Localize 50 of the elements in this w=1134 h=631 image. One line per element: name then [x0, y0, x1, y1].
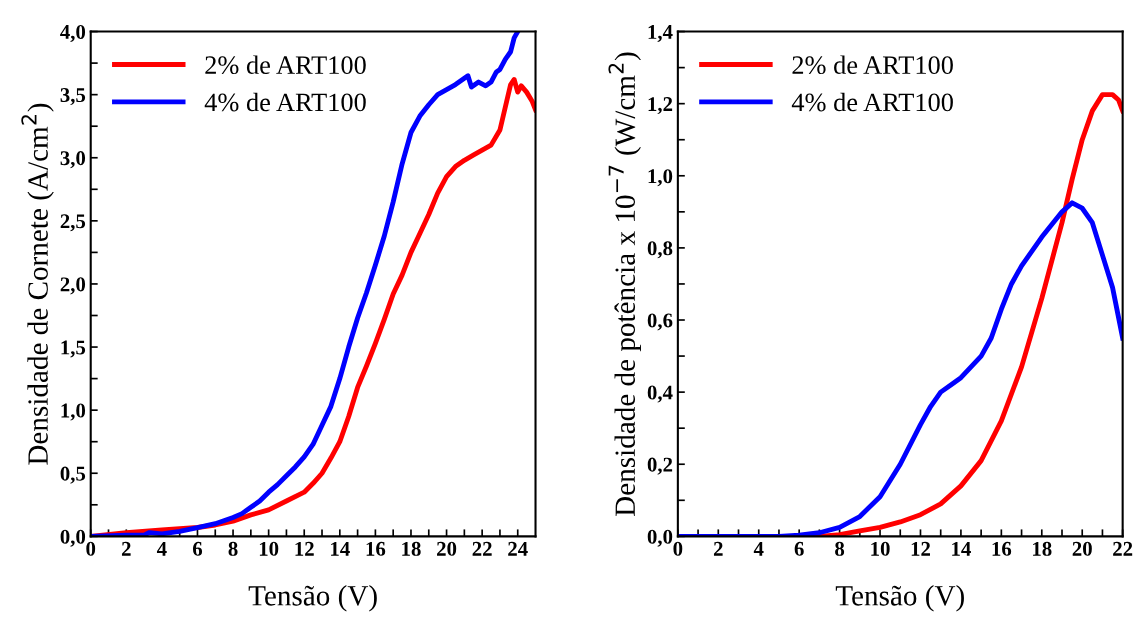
- x-tick-label: 18: [1033, 541, 1052, 556]
- y-tick-label: 1,4: [648, 25, 673, 42]
- x-tick-label: 16: [366, 541, 386, 556]
- y-tick-label: 2,5: [60, 214, 86, 232]
- x-axis-title: Tensão (V): [835, 585, 964, 612]
- y-tick-label: 0,6: [647, 313, 673, 331]
- x-tick-label: 20: [437, 541, 457, 556]
- x-tick-label: 4: [753, 541, 764, 556]
- x-tick-label: 18: [402, 541, 421, 556]
- x-tick-label: 2: [121, 541, 131, 556]
- legend-label: 2% de ART100: [792, 55, 953, 75]
- y-tick-label: 0,2: [647, 457, 673, 475]
- x-tick-label: 12: [295, 541, 314, 556]
- x-tick-label: 0: [86, 541, 96, 556]
- x-axis-title: Tensão (V): [248, 585, 377, 612]
- y-tick-label: 0,5: [60, 466, 86, 484]
- x-tick-label: 10: [259, 541, 279, 556]
- legend-label: 4% de ART100: [791, 92, 953, 112]
- y-tick-label: 0,0: [647, 529, 673, 547]
- y-tick-label: 3,5: [60, 88, 86, 106]
- y-tick-label: 1,5: [61, 340, 86, 358]
- y-axis-title: Densidade de Cornete (A/cm$^{2}$): [21, 103, 54, 465]
- y-tick-label: 1,0: [648, 169, 673, 187]
- x-tick-label: 10: [871, 541, 890, 556]
- x-tick-label: 22: [1113, 541, 1133, 556]
- y-tick-label: 1,0: [61, 403, 86, 421]
- x-tick-label: 14: [952, 541, 971, 556]
- x-tick-label: 14: [331, 541, 350, 556]
- y-axis-title: Densidade de potência x 10$^{−7}$ (W/cm$^{2}$): [608, 52, 641, 517]
- x-tick-label: 2: [713, 541, 723, 556]
- y-tick-label: 3,0: [60, 151, 86, 169]
- x-tick-label: 20: [1072, 541, 1092, 556]
- x-tick-label: 16: [992, 541, 1012, 556]
- x-tick-label: 8: [228, 541, 238, 556]
- y-tick-label: 2,0: [60, 277, 86, 295]
- legend-label: 2% de ART100: [205, 55, 366, 75]
- y-tick-label: 0,4: [647, 385, 673, 403]
- x-tick-label: 0: [673, 541, 683, 556]
- y-tick-label: 4,0: [60, 24, 86, 42]
- legend-label: 4% de ART100: [204, 92, 366, 112]
- x-tick-label: 4: [156, 541, 167, 556]
- x-tick-label: 12: [911, 541, 930, 556]
- y-tick-label: 1,2: [648, 97, 673, 115]
- x-tick-label: 8: [835, 541, 845, 556]
- x-tick-label: 6: [794, 541, 804, 556]
- y-tick-label: 0,8: [647, 241, 673, 259]
- x-tick-label: 22: [472, 541, 492, 556]
- y-tick-label: 0,0: [60, 529, 86, 547]
- x-tick-label: 6: [192, 541, 203, 556]
- x-tick-label: 24: [508, 541, 528, 556]
